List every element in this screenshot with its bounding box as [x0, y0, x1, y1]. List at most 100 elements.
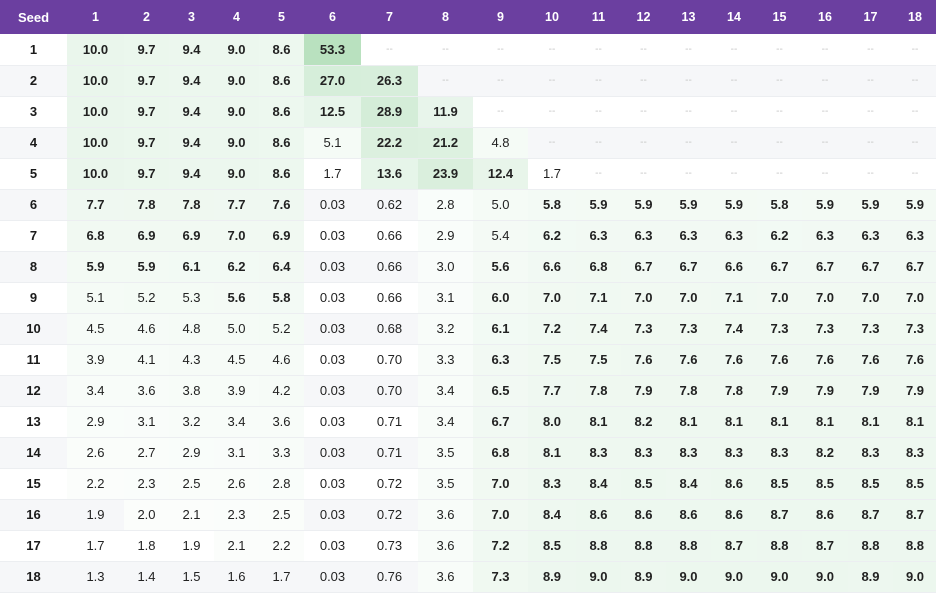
seed-cell: 3 [0, 96, 67, 128]
probability-cell: 0.03 [304, 313, 361, 345]
probability-cell: 3.5 [418, 437, 473, 469]
probability-cell: 6.3 [711, 220, 757, 252]
probability-cell: 8.1 [848, 406, 893, 438]
probability-cell: -- [473, 65, 528, 97]
probability-cell: -- [528, 127, 576, 159]
round-8-column-header: 8 [442, 10, 449, 24]
probability-cell: 7.9 [848, 375, 893, 407]
seed-cell: 5 [0, 158, 67, 190]
probability-cell: 8.4 [666, 468, 711, 500]
table-row: 5 10.0 9.7 9.4 9.0 8.6 1.7 13.6 23.9 12.4 1.7 -- -- -… [0, 158, 936, 190]
probability-cell: 27.0 [304, 65, 361, 97]
probability-cell: 6.2 [528, 220, 576, 252]
probability-cell: -- [802, 65, 848, 97]
probability-cell: -- [893, 158, 936, 190]
probability-cell: 8.6 [259, 127, 304, 159]
probability-cell: 8.8 [893, 530, 936, 562]
probability-cell: 7.0 [473, 468, 528, 500]
probability-cell: -- [893, 96, 936, 128]
round-10-column-header: 10 [545, 10, 559, 24]
probability-cell: -- [848, 158, 893, 190]
round-15-column-header: 15 [772, 10, 787, 24]
round-11-column-header: 11 [591, 10, 606, 24]
probability-cell: 8.5 [621, 468, 666, 500]
probability-cell: 3.4 [418, 406, 473, 438]
probability-cell: 8.7 [802, 530, 848, 562]
probability-cell: 5.9 [848, 189, 893, 221]
probability-cell: -- [711, 96, 757, 128]
table-row: 17 1.7 1.8 1.9 2.1 2.2 0.03 0.73 3.6 7.2 8.5 8.8 8.8… [0, 530, 936, 562]
probability-cell: 6.3 [666, 220, 711, 252]
probability-cell: 7.1 [576, 282, 621, 314]
probability-cell: 8.4 [528, 499, 576, 531]
probability-cell: 8.2 [621, 406, 666, 438]
probability-cell: 5.4 [473, 220, 528, 252]
probability-cell: 7.6 [848, 344, 893, 376]
probability-cell: 5.9 [666, 189, 711, 221]
probability-cell: 7.0 [893, 282, 936, 314]
probability-cell: 8.6 [576, 499, 621, 531]
probability-cell: 0.03 [304, 561, 361, 593]
probability-cell: 5.6 [214, 282, 259, 314]
probability-cell: 7.8 [169, 189, 214, 221]
probability-cell: 4.8 [169, 313, 214, 345]
probability-cell: 4.1 [124, 344, 169, 376]
probability-cell: 0.03 [304, 530, 361, 562]
probability-cell: 8.3 [621, 437, 666, 469]
round-1-column-header: 1 [92, 10, 99, 24]
probability-cell: 7.6 [259, 189, 304, 221]
probability-cell: 6.2 [757, 220, 802, 252]
probability-cell: 4.3 [169, 344, 214, 376]
probability-cell: 8.3 [757, 437, 802, 469]
probability-cell: 3.3 [418, 344, 473, 376]
probability-cell: -- [848, 96, 893, 128]
probability-cell: 2.8 [259, 468, 304, 500]
probability-cell: 9.0 [711, 561, 757, 593]
probability-cell: 1.9 [67, 499, 124, 531]
round-14-column-header: 14 [727, 10, 741, 24]
table-row: 10 4.5 4.6 4.8 5.0 5.2 0.03 0.68 3.2 6.1 7.2 7.4 7.3… [0, 313, 936, 345]
probability-cell: 8.6 [621, 499, 666, 531]
table-row: 2 10.0 9.7 9.4 9.0 8.6 27.0 26.3 -- -- -- -- -- -- -- -… [0, 65, 936, 97]
probability-cell: 7.3 [757, 313, 802, 345]
table-row: 18 1.3 1.4 1.5 1.6 1.7 0.03 0.76 3.6 7.3 8.9 9.0 8.9… [0, 561, 936, 593]
probability-cell: 7.4 [576, 313, 621, 345]
probability-cell: 0.71 [361, 437, 418, 469]
probability-cell: 6.3 [576, 220, 621, 252]
probability-cell: -- [848, 65, 893, 97]
probability-cell: 5.2 [259, 313, 304, 345]
probability-cell: -- [666, 158, 711, 190]
probability-cell: 7.9 [802, 375, 848, 407]
probability-cell: 8.8 [666, 530, 711, 562]
probability-cell: 0.66 [361, 251, 418, 283]
probability-cell: 3.6 [259, 406, 304, 438]
probability-cell: 28.9 [361, 96, 418, 128]
probability-cell: -- [621, 65, 666, 97]
probability-cell: 7.0 [802, 282, 848, 314]
probability-cell: 8.8 [621, 530, 666, 562]
probability-cell: 7.3 [802, 313, 848, 345]
probability-cell: 23.9 [418, 158, 473, 190]
probability-cell: 26.3 [361, 65, 418, 97]
probability-cell: 0.03 [304, 499, 361, 531]
round-12-column-header: 12 [636, 10, 651, 24]
probability-cell: 3.2 [418, 313, 473, 345]
probability-cell: -- [711, 34, 757, 66]
probability-cell: 0.71 [361, 406, 418, 438]
probability-cell: 6.3 [802, 220, 848, 252]
probability-cell: 9.7 [124, 65, 169, 97]
probability-cell: 5.9 [67, 251, 124, 283]
probability-cell: 8.1 [757, 406, 802, 438]
probability-cell: 9.4 [169, 127, 214, 159]
probability-cell: 8.1 [893, 406, 936, 438]
probability-cell: 8.3 [528, 468, 576, 500]
probability-cell: 0.62 [361, 189, 418, 221]
probability-cell: 5.8 [528, 189, 576, 221]
probability-cell: 8.4 [576, 468, 621, 500]
probability-cell: 3.6 [418, 530, 473, 562]
probability-cell: 9.7 [124, 158, 169, 190]
probability-cell: 5.9 [802, 189, 848, 221]
probability-cell: 9.0 [214, 127, 259, 159]
probability-cell: 10.0 [67, 34, 124, 66]
